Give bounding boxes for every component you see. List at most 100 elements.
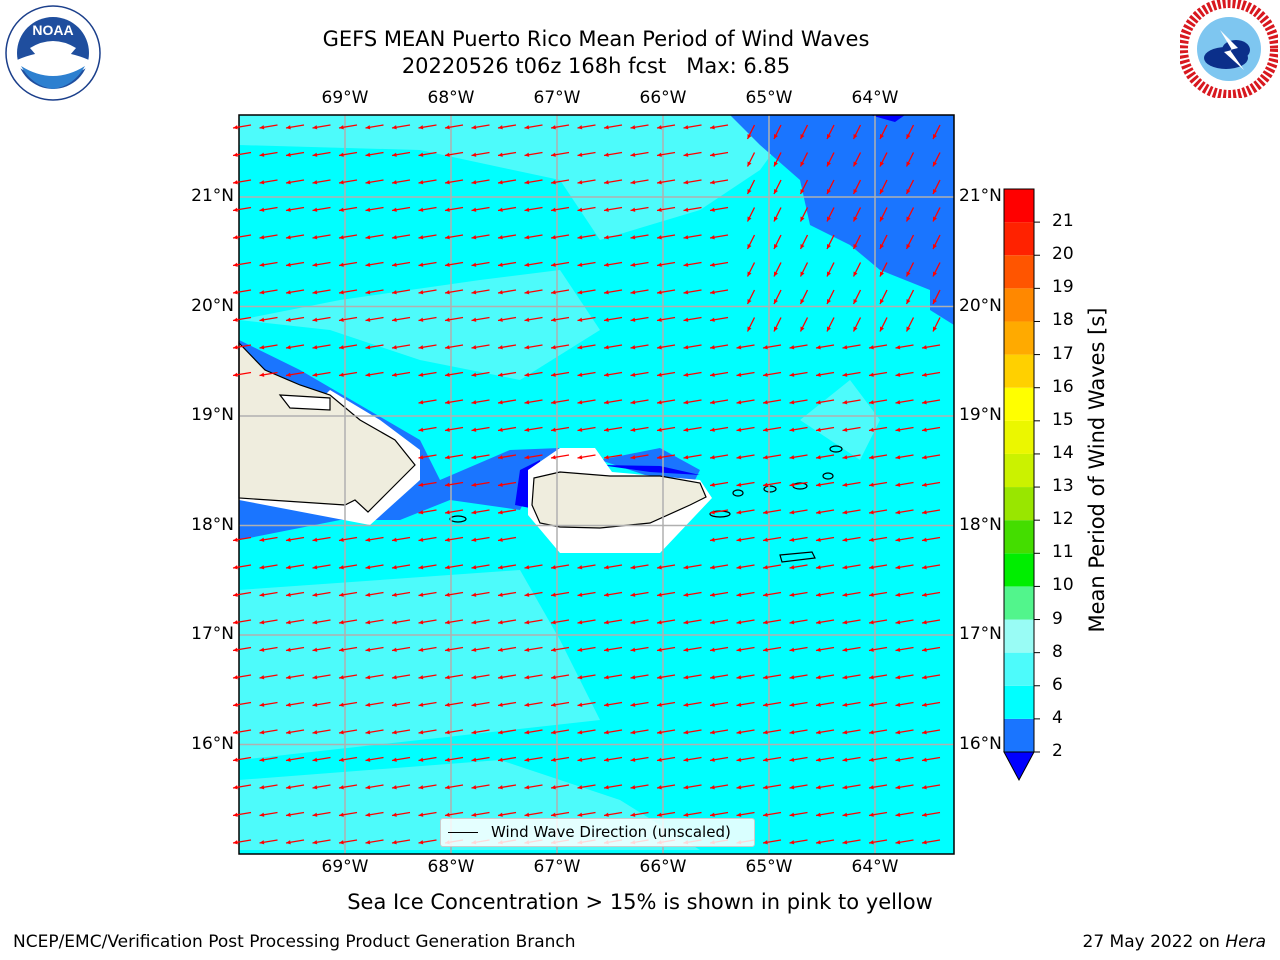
wave-direction-arrowhead — [312, 125, 318, 130]
wave-direction-arrowhead — [418, 180, 424, 185]
wave-direction-arrowhead — [365, 675, 371, 680]
wave-direction-arrowhead — [392, 647, 397, 652]
wave-direction-arrowhead — [577, 235, 583, 240]
wave-direction-arrowhead — [551, 262, 556, 267]
wave-direction-arrowhead — [630, 235, 636, 240]
wave-direction-arrowhead — [922, 675, 927, 680]
wave-direction-arrowhead — [312, 620, 318, 625]
wave-direction-arrowhead — [471, 592, 477, 597]
wave-direction-arrowhead — [339, 125, 344, 130]
wave-direction-arrowhead — [842, 537, 848, 542]
colorbar-segment — [1004, 652, 1034, 686]
wave-direction-arrowhead — [842, 455, 848, 460]
wave-direction-arrowhead — [880, 161, 884, 167]
period-contour-6-8-south — [239, 570, 600, 760]
longitude-label-bottom: 66°W — [639, 857, 687, 877]
wave-direction-arrowhead — [869, 510, 874, 515]
wave-direction-arrowhead — [551, 675, 556, 680]
wave-direction-arrowhead — [392, 345, 397, 350]
wave-direction-arrowhead — [657, 152, 662, 157]
wave-direction-arrowhead — [683, 400, 689, 405]
wave-direction-arrowhead — [233, 565, 238, 570]
wave-direction-arrowhead — [895, 400, 901, 405]
wave-direction-arrowhead — [922, 537, 927, 542]
wave-direction-arrowhead — [604, 647, 609, 652]
wave-direction-arrowhead — [577, 345, 583, 350]
wave-direction-arrowhead — [869, 565, 874, 570]
wave-direction-arrowhead — [763, 372, 768, 377]
wave-direction-arrowhead — [365, 207, 371, 212]
wave-direction-arrowhead — [339, 290, 344, 295]
wave-direction-arrowhead — [657, 427, 662, 432]
wave-direction-arrowhead — [763, 647, 768, 652]
wave-direction-arrowhead — [471, 785, 477, 790]
wave-direction-arrowhead — [471, 647, 477, 652]
wave-direction-arrowhead — [736, 400, 742, 405]
wave-direction-arrowhead — [789, 372, 795, 377]
wave-direction-arrowhead — [736, 647, 742, 652]
wave-direction-arrowhead — [853, 299, 858, 304]
wave-direction-arrowhead — [630, 812, 636, 817]
wave-direction-arrowhead — [604, 455, 609, 460]
wave-direction-arrowhead — [339, 207, 344, 212]
wave-direction-arrowhead — [747, 299, 752, 304]
wave-direction-arrowhead — [604, 235, 609, 240]
wave-direction-arrowhead — [630, 647, 636, 652]
wave-direction-arrowhead — [710, 455, 715, 460]
wave-direction-arrowhead — [286, 152, 291, 157]
latitude-label-left: 20°N — [191, 295, 234, 316]
wave-direction-arrowhead — [869, 675, 874, 680]
colorbar-tick-label: 9 — [1052, 608, 1063, 629]
wave-direction-arrowhead — [763, 785, 768, 790]
wave-direction-arrowhead — [471, 675, 477, 680]
wave-direction-arrowhead — [763, 730, 768, 735]
wave-direction-arrowhead — [774, 216, 778, 222]
wave-direction-arrowhead — [827, 189, 831, 194]
wave-direction-arrowhead — [922, 400, 927, 405]
wave-direction-arrowhead — [763, 427, 768, 432]
wave-direction-arrowhead — [471, 620, 477, 625]
wave-direction-arrowhead — [763, 345, 768, 350]
wave-direction-arrowhead — [233, 290, 238, 295]
latitude-label-right: 20°N — [959, 295, 1002, 316]
wave-direction-arrowhead — [445, 592, 450, 597]
colorbar-segment — [1004, 255, 1034, 289]
wave-direction-arrowhead — [630, 730, 636, 735]
wave-direction-arrowhead — [392, 262, 397, 267]
wave-direction-arrowhead — [657, 207, 662, 212]
wave-direction-arrowhead — [498, 180, 503, 185]
wave-direction-arrowhead — [789, 482, 795, 487]
wave-direction-arrowhead — [853, 244, 858, 249]
wave-direction-arrowhead — [498, 620, 503, 625]
wave-direction-arrowhead — [365, 235, 371, 240]
wave-direction-arrowhead — [604, 730, 609, 735]
wave-direction-arrowhead — [683, 812, 689, 817]
wave-direction-arrowhead — [683, 455, 689, 460]
wave-direction-arrowhead — [842, 620, 848, 625]
wave-direction-arrowhead — [418, 125, 424, 130]
wave-direction-arrowhead — [657, 757, 662, 762]
colorbar-tick-label: 17 — [1052, 343, 1074, 364]
wave-direction-arrowhead — [392, 125, 397, 130]
wave-direction-arrowhead — [816, 620, 821, 625]
wave-direction-arrowhead — [524, 812, 530, 817]
wave-direction-arrowhead — [498, 125, 503, 130]
wave-direction-arrowhead — [312, 262, 318, 267]
wave-direction-arrowhead — [710, 537, 715, 542]
wave-direction-arrowhead — [312, 702, 318, 707]
wave-direction-arrowhead — [259, 647, 265, 652]
colorbar-segment — [1004, 718, 1034, 752]
wave-direction-arrowhead — [286, 840, 291, 845]
wave-direction-arrowhead — [551, 702, 556, 707]
wave-direction-arrowhead — [365, 317, 371, 322]
wave-direction-arrowhead — [604, 620, 609, 625]
wave-direction-arrowhead — [551, 235, 556, 240]
wave-direction-arrowhead — [498, 757, 503, 762]
wave-direction-arrowhead — [392, 702, 397, 707]
colorbar-tick-label: 21 — [1052, 211, 1074, 232]
latitude-label-right: 18°N — [959, 514, 1002, 535]
sea-ice-note: Sea Ice Concentration > 15% is shown in … — [347, 890, 933, 914]
wave-direction-arrowhead — [286, 180, 291, 185]
wave-direction-arrowhead — [551, 152, 556, 157]
wave-direction-arrowhead — [418, 482, 424, 487]
